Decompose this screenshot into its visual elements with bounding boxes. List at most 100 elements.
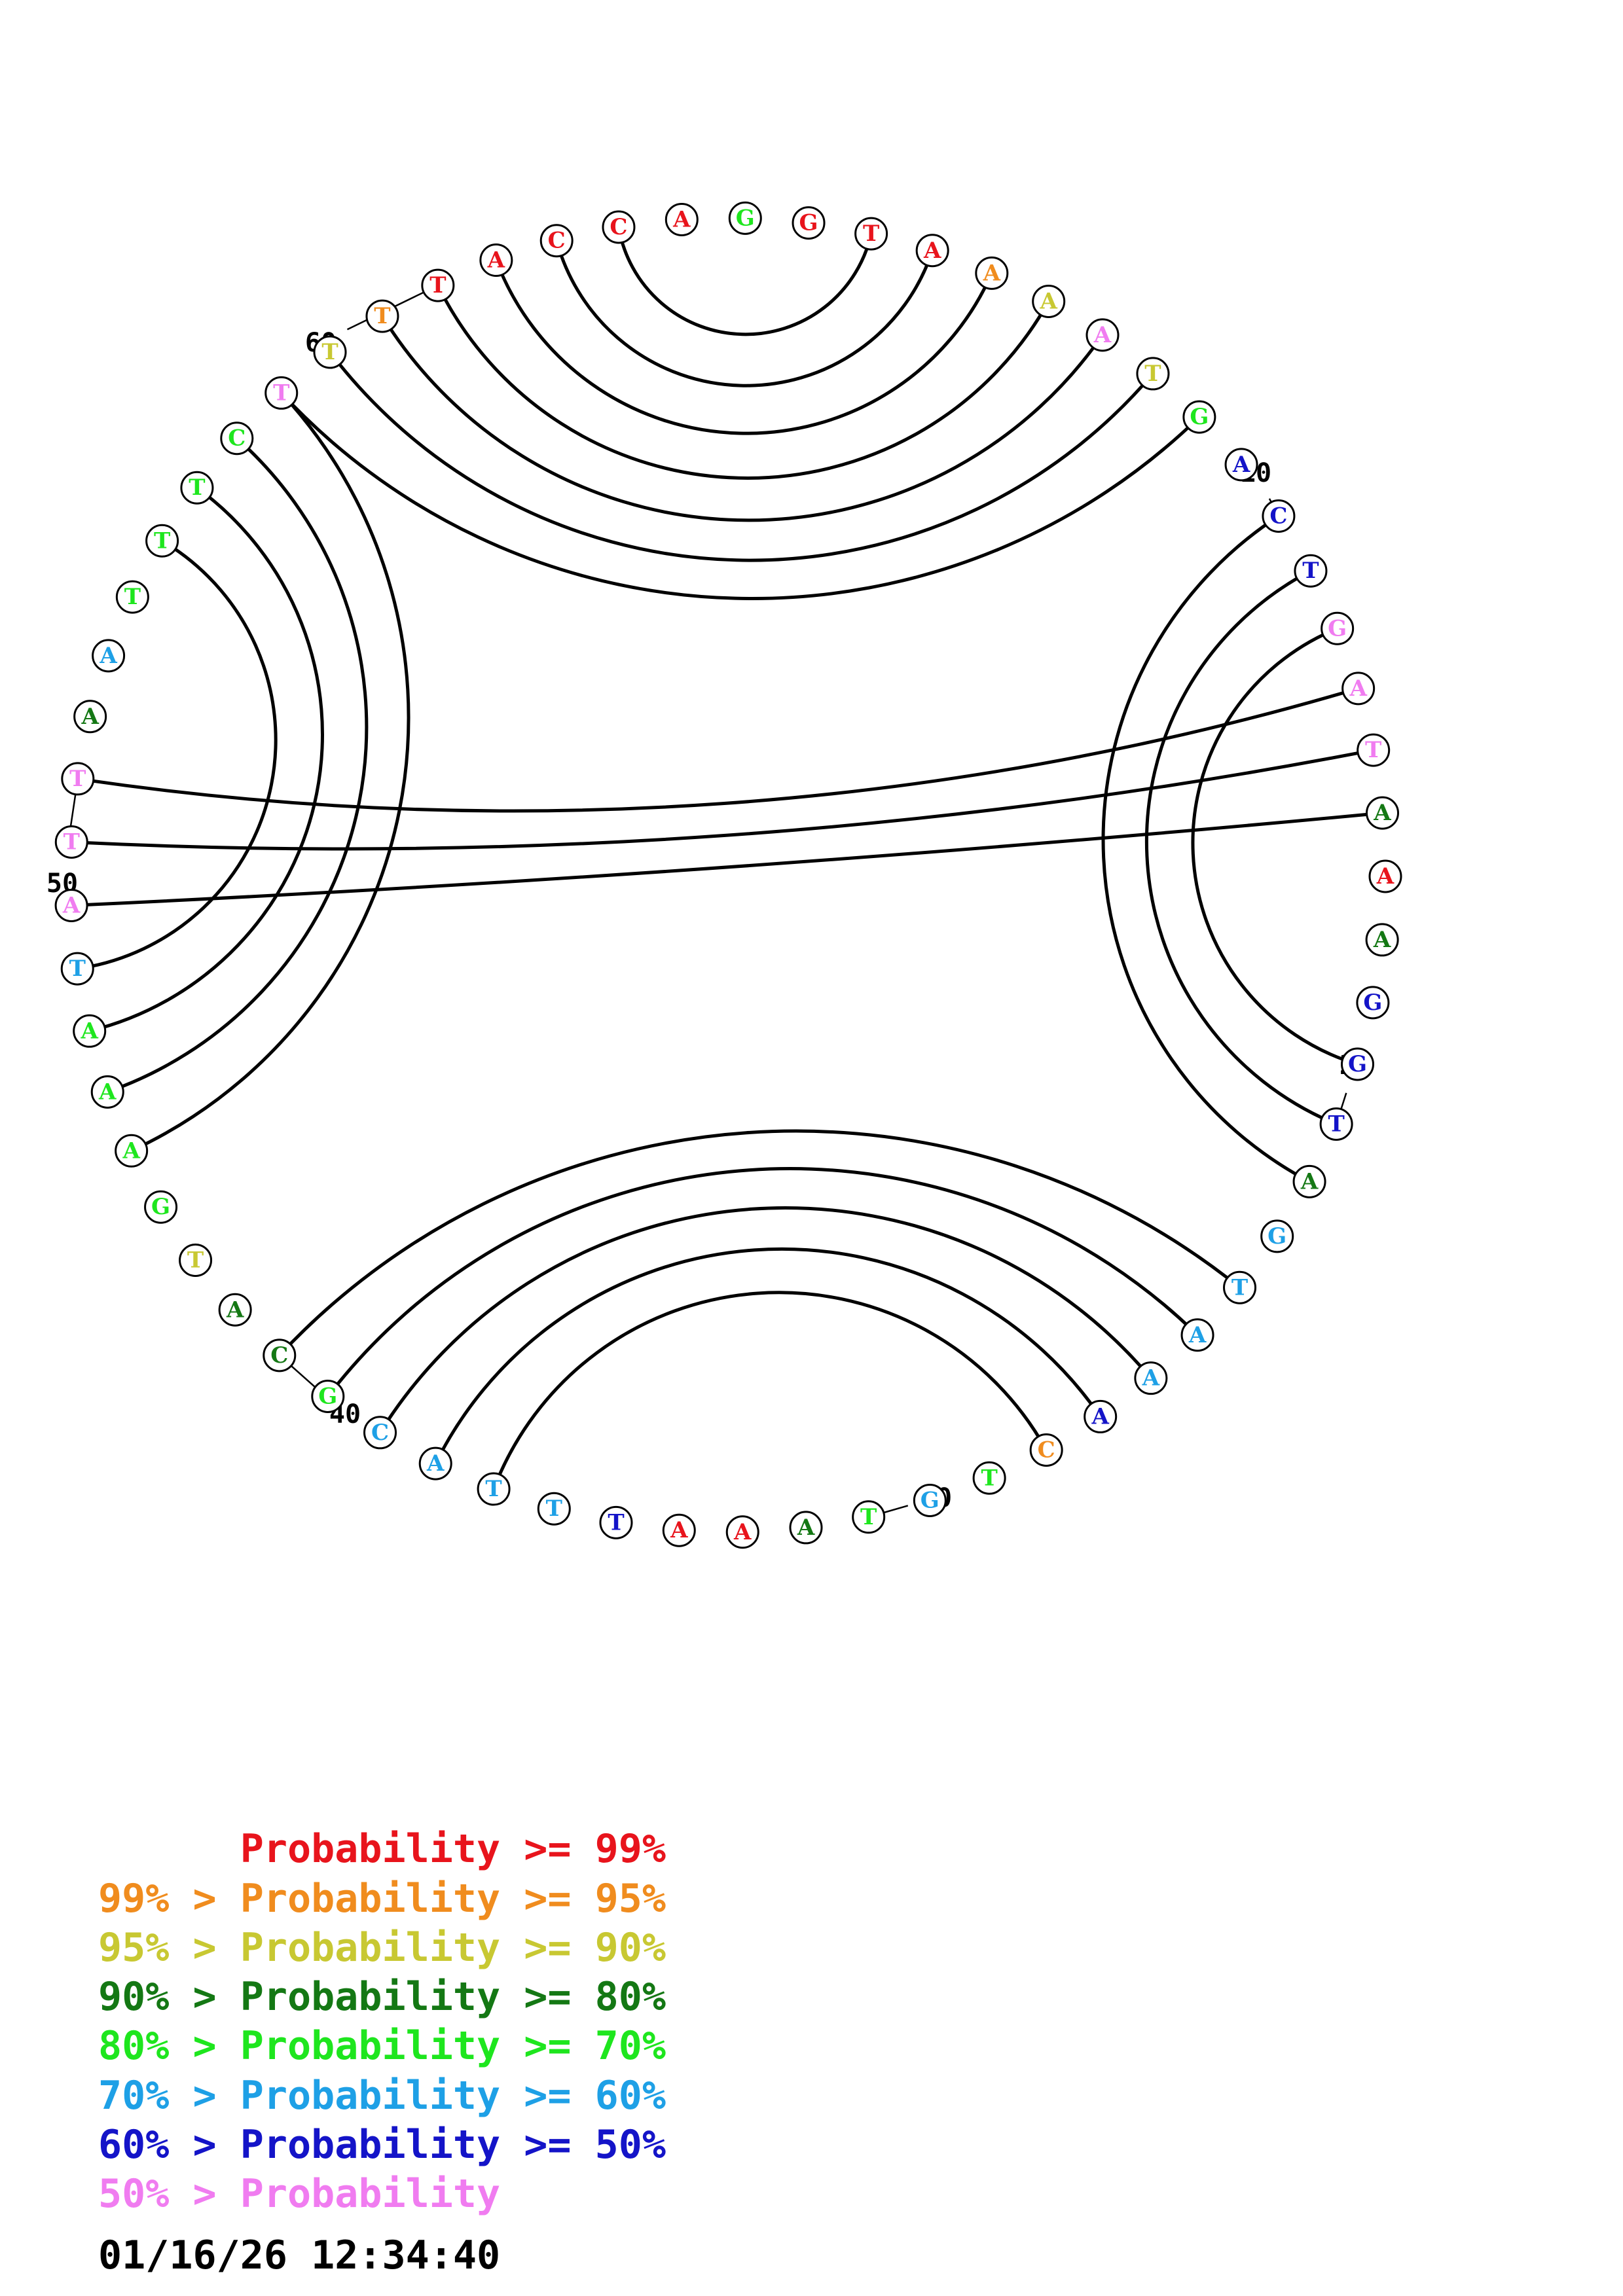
base-node: G <box>1340 1047 1374 1081</box>
pair-arcs <box>71 226 1383 1490</box>
base-circle <box>145 524 179 558</box>
timestamp: 01/16/26 12:34:40 <box>98 2233 501 2278</box>
base-node: T <box>313 335 347 369</box>
pair-arc <box>77 539 278 971</box>
pair-arc <box>380 315 1104 522</box>
legend-line-below-50: 50% > Probability <box>98 2171 501 2217</box>
base-circle <box>264 376 299 410</box>
base-circle <box>1084 1399 1118 1433</box>
base-letter: T <box>608 1509 624 1535</box>
base-letter: C <box>610 214 627 240</box>
base-node: A <box>975 256 1009 290</box>
pair-arc <box>494 259 994 435</box>
base-circle <box>1321 611 1355 645</box>
base-letter: A <box>1349 675 1367 702</box>
base-circle <box>92 639 126 673</box>
legend-line-90: 95% > Probability >= 90% <box>98 1925 666 1971</box>
base-letter: T <box>1144 361 1161 387</box>
base-node: T <box>365 299 399 333</box>
base-circle <box>1292 1164 1326 1198</box>
base-circle <box>1366 796 1400 830</box>
base-letter: T <box>273 380 289 406</box>
base-letter: T <box>124 584 141 610</box>
base-node: A <box>1365 923 1399 957</box>
base-letter: A <box>1232 452 1250 478</box>
base-node: A <box>1032 285 1066 319</box>
base-node: C <box>220 422 254 456</box>
pair-arc <box>71 811 1383 907</box>
base-letter: C <box>228 425 246 452</box>
pair-arc <box>329 351 1154 562</box>
base-letter: G <box>799 210 818 236</box>
base-node: T <box>179 1243 213 1277</box>
base-node: C <box>1262 499 1296 533</box>
base-letter: T <box>69 956 86 982</box>
base-letter: G <box>151 1194 170 1220</box>
base-node: T <box>972 1461 1006 1495</box>
base-letter: T <box>546 1496 562 1522</box>
base-circle <box>421 268 455 302</box>
base-node: C <box>363 1416 397 1450</box>
base-circle <box>54 825 88 859</box>
base-node: A <box>1341 672 1376 706</box>
base-node: A <box>73 1014 107 1048</box>
pair-arc <box>1144 569 1338 1126</box>
base-letter: G <box>1328 615 1347 641</box>
base-letter: A <box>487 247 505 274</box>
pair-arc <box>433 1247 1102 1465</box>
base-letter: T <box>485 1476 501 1502</box>
base-circle <box>60 952 94 986</box>
base-node: A <box>1085 318 1120 352</box>
base-node: T <box>599 1505 633 1539</box>
base-letter: A <box>226 1297 244 1323</box>
base-letter: T <box>981 1465 997 1491</box>
base-circle <box>602 210 636 244</box>
base-node: G <box>1356 986 1390 1020</box>
position-tick <box>883 1505 909 1514</box>
pair-arc <box>280 391 1201 600</box>
base-letter: A <box>1093 322 1112 348</box>
base-circle <box>418 1446 452 1480</box>
base-node: T <box>145 524 179 558</box>
base-letter: G <box>1190 404 1209 430</box>
base-circle <box>1368 859 1402 893</box>
base-circle <box>1134 1361 1168 1395</box>
base-letter: A <box>98 1079 117 1105</box>
pair-arc <box>71 748 1374 851</box>
base-circle <box>1365 923 1399 957</box>
base-letter: C <box>548 228 566 254</box>
base-letter: A <box>733 1519 752 1545</box>
base-circle <box>1262 499 1296 533</box>
base-node: A <box>1134 1361 1168 1395</box>
base-letter: T <box>374 303 390 329</box>
base-circle <box>1260 1219 1294 1253</box>
base-node: A <box>90 1075 124 1109</box>
base-circle <box>365 299 399 333</box>
base-node: T <box>1319 1107 1353 1141</box>
base-letter: A <box>426 1450 445 1477</box>
legend-line-50: 60% > Probability >= 50% <box>98 2122 666 2168</box>
legend-line-80: 90% > Probability >= 80% <box>98 1974 666 2020</box>
base-circle <box>972 1461 1006 1495</box>
base-node: G <box>1260 1219 1294 1253</box>
base-letter: G <box>921 1487 939 1513</box>
pair-arc <box>378 1206 1152 1434</box>
base-letter: A <box>1039 289 1057 315</box>
base-node: G <box>913 1483 947 1517</box>
base-circle <box>1319 1107 1353 1141</box>
base-circle <box>789 1511 823 1545</box>
base-circle <box>915 234 949 268</box>
base-circle <box>1085 318 1120 352</box>
base-letter: T <box>69 766 86 792</box>
base-letter: T <box>1365 737 1381 763</box>
base-circle <box>792 206 826 240</box>
base-node: A <box>218 1293 252 1327</box>
base-circle <box>725 1515 759 1549</box>
base-circle <box>662 1513 696 1547</box>
base-node: A <box>725 1515 759 1549</box>
pair-arc <box>617 226 873 336</box>
base-circle <box>73 1014 107 1048</box>
base-letter: A <box>1300 1168 1319 1194</box>
base-circle <box>1136 357 1170 391</box>
base-letter: G <box>1363 990 1382 1016</box>
